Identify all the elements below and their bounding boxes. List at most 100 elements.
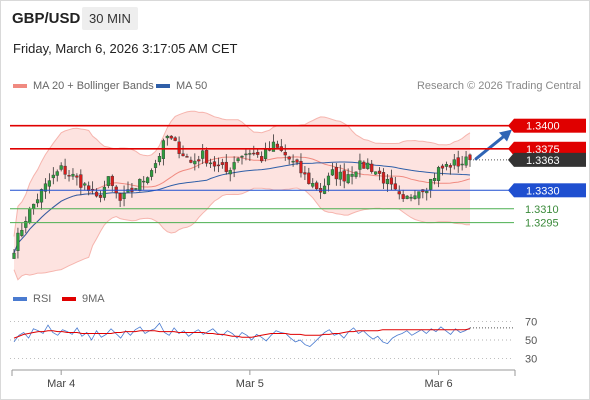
candle: [157, 152, 162, 166]
price-tag-pointer: [508, 118, 514, 133]
candle: [173, 136, 177, 142]
candle-body: [224, 161, 228, 172]
candle-body: [212, 161, 217, 167]
candle-body: [193, 160, 197, 165]
timeframe-badge[interactable]: 30 MIN: [82, 7, 138, 30]
rsi-series-RSI: [13, 322, 471, 347]
price-tag-label-1.3400: 1.3400: [526, 121, 560, 133]
rsi-series-9MA: [13, 328, 471, 339]
candle-body: [252, 152, 256, 155]
candle-body: [189, 159, 193, 163]
candle-body: [51, 174, 55, 179]
candle-body: [79, 174, 83, 188]
rsi-tick-70: 70: [525, 316, 537, 328]
candle: [287, 155, 291, 165]
candle: [205, 147, 209, 167]
candle: [39, 188, 44, 210]
bollinger-upper-line: [13, 110, 471, 237]
candle-body: [409, 196, 413, 199]
candle-body: [425, 191, 429, 194]
candle-body: [303, 172, 307, 175]
research-credit: Research © 2026 Trading Central: [416, 80, 581, 92]
candle: [106, 176, 110, 189]
candle: [397, 185, 401, 200]
candle-body: [444, 164, 449, 167]
candle-body: [216, 164, 221, 167]
candle-body: [142, 180, 146, 183]
candle-body: [429, 178, 433, 190]
candle: [51, 167, 55, 185]
candle-body: [94, 191, 99, 197]
price-tag-label-1.3363: 1.3363: [526, 155, 560, 167]
candle-body: [63, 165, 67, 175]
candle: [169, 135, 173, 140]
candle-body: [149, 170, 154, 177]
time-tick-label: Mar 4: [47, 378, 75, 390]
candle-body: [110, 175, 114, 186]
candle-body: [299, 160, 303, 174]
candle: [177, 136, 181, 159]
candle: [275, 140, 279, 148]
candle-body: [326, 175, 331, 186]
candle-body: [102, 186, 107, 198]
candle: [153, 159, 158, 174]
candle-body: [232, 162, 236, 170]
candle: [165, 134, 169, 146]
forecast-arrow-shaft: [474, 133, 508, 161]
candle-body: [440, 165, 445, 169]
candle-body: [370, 163, 374, 172]
candle-body: [98, 195, 103, 198]
candle: [193, 153, 197, 171]
candle-body: [236, 158, 240, 162]
candle: [346, 168, 350, 185]
candle: [295, 158, 299, 166]
candle: [20, 222, 24, 238]
candle-body: [201, 150, 205, 159]
candle-body: [448, 165, 452, 168]
candle-body: [161, 140, 165, 159]
time-tick-label: Mar 6: [424, 378, 452, 390]
candle-body: [322, 185, 327, 194]
forecast-arrow-head: [499, 129, 512, 142]
price-tag-pointer: [508, 183, 514, 198]
candle-body: [173, 137, 177, 141]
candle-body: [47, 180, 51, 187]
candle: [43, 178, 48, 199]
candle: [413, 190, 417, 200]
candle-body: [28, 208, 32, 223]
candle-body: [260, 156, 264, 162]
candle: [448, 163, 452, 175]
candle: [248, 149, 252, 161]
price-tag-label-1.3330: 1.3330: [526, 185, 560, 197]
candle-body: [146, 177, 150, 183]
price-tag-1.3375: [514, 141, 586, 156]
candle-body: [20, 229, 24, 236]
candle: [224, 154, 228, 175]
candle: [452, 153, 456, 170]
candle-body: [452, 159, 456, 166]
candle: [322, 178, 327, 195]
candle: [303, 166, 307, 180]
candle-body: [350, 173, 354, 177]
candle-body: [401, 194, 405, 199]
candle: [405, 195, 409, 200]
candle: [456, 150, 460, 173]
legend-ma20: MA 20 + Bollinger Bands: [13, 80, 154, 92]
candle-body: [330, 169, 335, 176]
candle: [393, 176, 397, 191]
candle-body: [389, 177, 393, 185]
candle: [110, 174, 114, 192]
candle-body: [240, 155, 244, 158]
candle-body: [106, 176, 110, 186]
candle-body: [12, 252, 16, 259]
candle-body: [157, 156, 162, 163]
candle: [161, 138, 165, 166]
price-tag-1.3330: [514, 183, 586, 198]
time-axis: Mar 4 Mar 5 Mar 6: [11, 369, 516, 390]
candle-body: [374, 171, 378, 175]
candle-body: [307, 172, 311, 185]
candle: [358, 153, 362, 178]
candle: [24, 216, 28, 234]
candle: [330, 162, 335, 176]
